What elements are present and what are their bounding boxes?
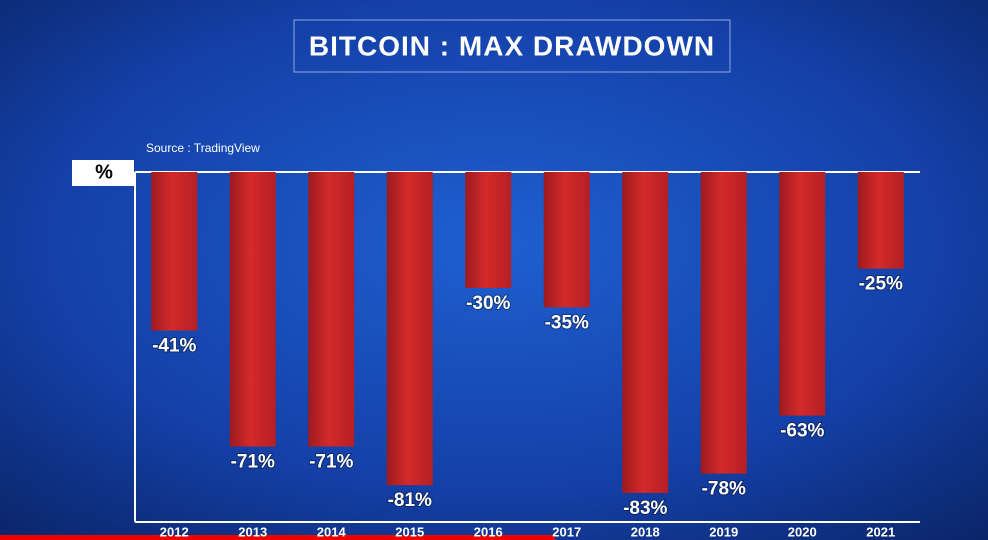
value-label: -71% (309, 452, 353, 473)
bar (151, 172, 198, 331)
y-label-box (72, 160, 134, 186)
value-label: -25% (859, 274, 903, 295)
value-label: -63% (780, 421, 824, 442)
chart-title: BITCOIN : MAX DRAWDOWN (309, 30, 715, 61)
value-label: -81% (388, 490, 432, 511)
bar (857, 172, 904, 269)
x-tick-label: 2019 (709, 524, 738, 539)
bar (386, 172, 433, 486)
x-tick-label: 2014 (317, 524, 347, 539)
bar (229, 172, 276, 447)
bar (465, 172, 512, 288)
x-tick-label: 2017 (552, 524, 581, 539)
bar (779, 172, 826, 416)
value-label: -78% (702, 479, 746, 500)
value-label: -71% (231, 452, 275, 473)
x-tick-label: 2018 (631, 524, 660, 539)
y-axis-label: % (95, 161, 113, 183)
x-tick-label: 2012 (160, 524, 189, 539)
progress-bar (0, 535, 555, 540)
x-tick-label: 2013 (238, 524, 267, 539)
value-label: -35% (545, 312, 589, 333)
bar (543, 172, 590, 308)
value-label: -83% (623, 498, 667, 519)
x-tick-label: 2016 (474, 524, 503, 539)
source-note: Source : TradingView (146, 141, 260, 155)
value-label: -41% (152, 336, 196, 357)
title-box (293, 19, 731, 73)
x-tick-label: 2020 (788, 524, 817, 539)
value-label: -30% (466, 293, 510, 314)
bar (308, 172, 355, 447)
bar (622, 172, 669, 493)
bar (700, 172, 747, 474)
x-tick-label: 2015 (395, 524, 424, 539)
x-tick-label: 2021 (866, 524, 895, 539)
